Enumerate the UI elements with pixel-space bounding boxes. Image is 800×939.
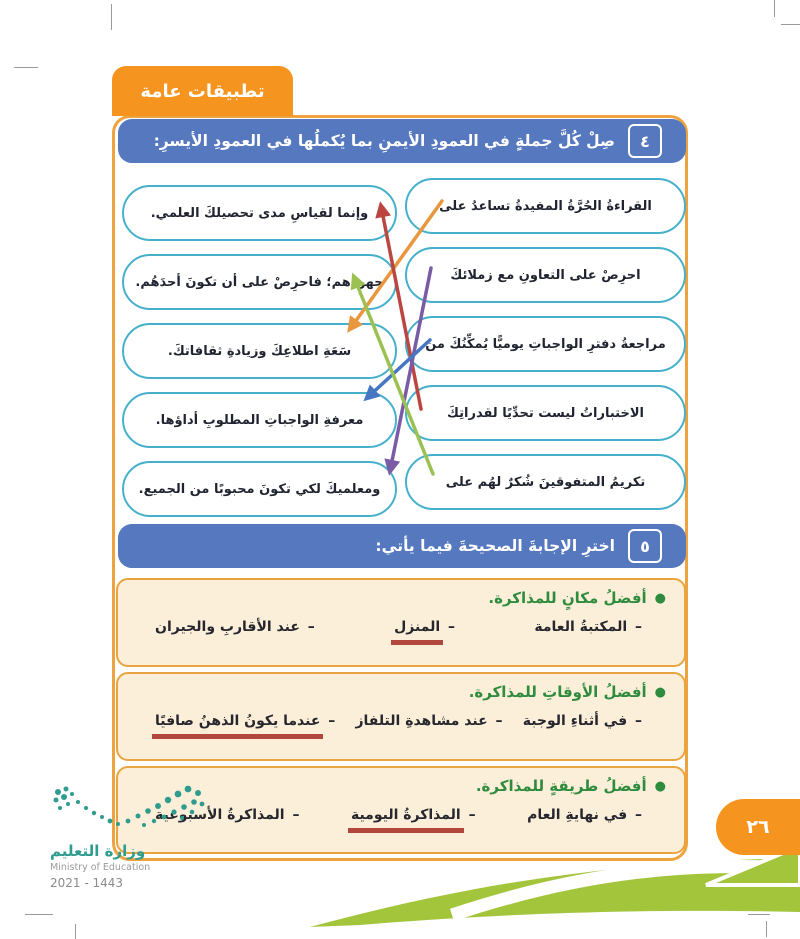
question-1-box: ● أفضلُ مكانٍ للمذاكرة. – المكتبةُ العام…	[116, 578, 686, 667]
crop-mark	[14, 67, 38, 68]
applications-badge-label: تطبيقات عامة	[140, 80, 265, 102]
question-3-option-3[interactable]: – المذاكرةُ الأسبوعية	[155, 807, 300, 823]
question-2-options: – في أثناءِ الوجبة – عند مشاهدةِ التلفاز…	[118, 701, 684, 739]
crop-mark	[748, 914, 770, 915]
question-2-option-2[interactable]: – عند مشاهدةِ التلفاز	[355, 713, 503, 729]
crop-mark	[766, 921, 767, 937]
crop-mark	[111, 4, 112, 30]
exercise5-title: اخترِ الإجابةَ الصحيحةَ فيما يأتي:	[375, 537, 615, 555]
question-2-title: أفضلُ الأوقاتِ للمذاكرة.	[468, 683, 647, 701]
bottom-decoration-swoosh	[310, 843, 800, 927]
applications-badge: تطبيقات عامة	[112, 66, 293, 116]
question-1-option-1[interactable]: – المكتبةُ العامة	[534, 619, 642, 635]
exercise5-header: ٥ اخترِ الإجابةَ الصحيحةَ فيما يأتي:	[118, 524, 686, 568]
bullet-icon: ●	[654, 590, 666, 606]
exercise4-title: صِلْ كُلَّ جملةٍ في العمودِ الأيمنِ بما …	[153, 132, 615, 150]
question-1-option-3[interactable]: – عند الأقاربِ والجيران	[155, 619, 315, 635]
exercise5-number-box: ٥	[628, 529, 662, 563]
crop-mark	[75, 924, 76, 939]
match-left-item-3[interactable]: سَعَةِ اطلاعِكَ وزيادةِ ثقافاتكَ.	[122, 323, 397, 379]
match-right-item-3[interactable]: مراجعةُ دفترِ الواجباتِ يوميًّا يُمكِّنُ…	[405, 316, 686, 372]
bullet-icon: ●	[654, 778, 666, 794]
crop-mark	[774, 0, 775, 17]
question-1-title: أفضلُ مكانٍ للمذاكرة.	[488, 589, 647, 607]
crop-mark	[25, 914, 53, 915]
match-right-item-1[interactable]: القراءةُ الحُرَّةُ المفيدةُ تساعدُ على	[405, 178, 686, 234]
match-right-item-2[interactable]: احرِصْ على التعاونِ مع زملائكَ	[405, 247, 686, 303]
ministry-logo: وزارة التعليم Ministry of Education 2021…	[50, 784, 230, 890]
question-3-option-2[interactable]: – المذاكرةُ اليومية	[347, 807, 476, 833]
page-number: ٢٦	[746, 816, 770, 838]
match-left-item-1[interactable]: وإنما لقياسِ مدى تحصيلكَ العلمي.	[122, 185, 397, 241]
edition-year: 2021 - 1443	[50, 876, 124, 890]
crop-mark	[781, 24, 800, 25]
ministry-name-english: Ministry of Education	[50, 862, 151, 873]
ministry-name-arabic: وزارة التعليم	[50, 842, 146, 860]
question-3-title: أفضلُ طريقةٍ للمذاكرة.	[475, 777, 647, 795]
match-right-item-5[interactable]: تكريمُ المتفوقينَ شُكرٌ لهُم على	[405, 454, 686, 510]
ministry-dots-icon	[53, 785, 205, 827]
match-right-item-4[interactable]: الاختباراتُ ليست تحدِّيًا لقدراتِكَ	[405, 385, 686, 441]
question-1-option-2[interactable]: – المنزل	[391, 619, 455, 645]
question-1-options: – المكتبةُ العامة – المنزل – عند الأقارب…	[118, 607, 684, 645]
question-2-box: ● أفضلُ الأوقاتِ للمذاكرة. – في أثناءِ ا…	[116, 672, 686, 761]
exercise4-number-box: ٤	[628, 124, 662, 158]
page-number-tab: ٢٦	[716, 799, 800, 855]
question-1-title-row: ● أفضلُ مكانٍ للمذاكرة.	[118, 580, 684, 607]
question-2-title-row: ● أفضلُ الأوقاتِ للمذاكرة.	[118, 674, 684, 701]
match-left-item-2[interactable]: جهودِهم؛ فاحرِصْ على أن تكونَ أحدَهُم.	[122, 254, 397, 310]
question-3-box: ● أفضلُ طريقةٍ للمذاكرة. – في نهايةِ الع…	[116, 766, 686, 854]
question-3-option-1[interactable]: – في نهايةِ العام	[527, 807, 642, 823]
bullet-icon: ●	[654, 684, 666, 700]
question-2-option-1[interactable]: – في أثناءِ الوجبة	[522, 713, 642, 729]
exercise4-header: ٤ صِلْ كُلَّ جملةٍ في العمودِ الأيمنِ بم…	[118, 119, 686, 163]
match-left-item-4[interactable]: معرفةِ الواجباتِ المطلوبِ أداؤها.	[122, 392, 397, 448]
question-3-options: – في نهايةِ العام – المذاكرةُ اليومية – …	[118, 795, 684, 833]
question-3-title-row: ● أفضلُ طريقةٍ للمذاكرة.	[118, 768, 684, 795]
match-left-item-5[interactable]: ومعلميكَ لكي تكونَ محبوبًا من الجميع.	[122, 461, 397, 517]
question-2-option-3[interactable]: – عندما يكونُ الذهنُ صافيًا	[152, 713, 335, 739]
